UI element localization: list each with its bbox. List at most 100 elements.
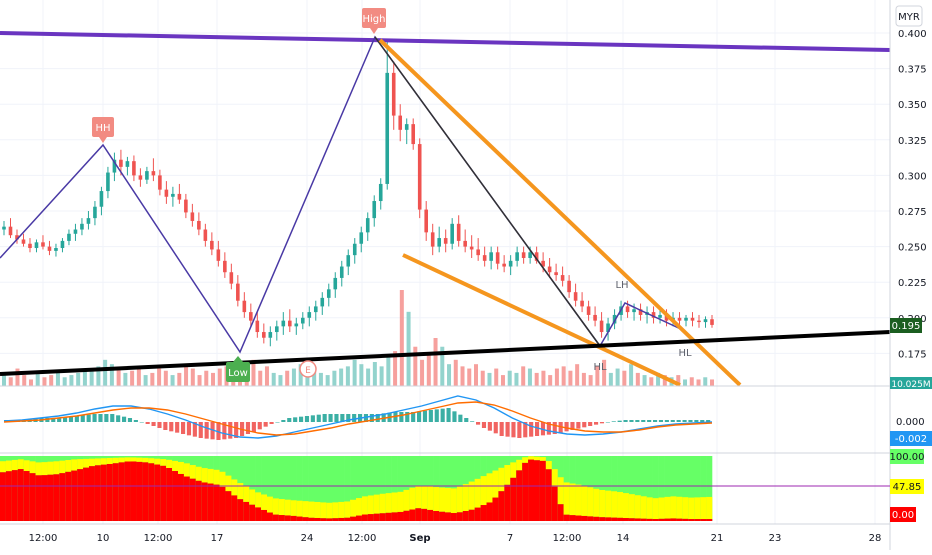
stoch-yellow-col (89, 458, 96, 467)
candle-body (606, 323, 610, 333)
stoch-red-col (528, 459, 535, 521)
stoch-red-col (706, 519, 713, 521)
stoch-yellow-col (617, 492, 624, 518)
candle-body (437, 238, 441, 247)
macd-hist-bar (181, 422, 186, 434)
macd-hist-bar (476, 422, 481, 425)
volume-bar (399, 290, 404, 386)
stoch-green-col (361, 456, 369, 521)
candle-body (560, 275, 565, 281)
price-tick: 0.375 (898, 65, 927, 76)
volume-bar (130, 370, 135, 386)
candle-body (541, 260, 545, 267)
candle-body (651, 312, 656, 318)
volume-bar (42, 377, 47, 386)
stoch-red-col (557, 504, 564, 521)
marker-e-label: E (305, 366, 311, 376)
candle-body (313, 306, 318, 313)
stoch-red-col (569, 515, 576, 521)
macd-hist-bar (670, 420, 675, 422)
volume-bar (689, 377, 694, 386)
stoch-red-col (47, 474, 54, 521)
volume-bar (318, 372, 323, 386)
marker-low[interactable]: Low (226, 356, 250, 382)
stoch-yellow-col (0, 461, 7, 473)
macd-axis[interactable]: 0.000 -0.002 (890, 417, 932, 446)
stoch-yellow-col (492, 470, 499, 498)
stoch-red-col (195, 480, 203, 521)
stoch-green-col (255, 456, 262, 521)
macd-hist-bar (74, 416, 79, 422)
wedge-lower-line[interactable] (402, 253, 681, 387)
stoch-yellow-col (100, 458, 108, 465)
stoch-yellow-col (77, 459, 84, 470)
candle-body (567, 280, 571, 293)
marker-high[interactable]: High (362, 8, 386, 34)
stoch-yellow-col (593, 488, 600, 517)
support-trendline[interactable] (0, 330, 891, 376)
volume-bar (393, 351, 398, 386)
stoch-red-col (231, 495, 238, 521)
candle-body (216, 249, 221, 261)
macd-hist-bar (139, 422, 144, 423)
candle-body (262, 332, 266, 338)
candle-body (534, 252, 539, 261)
marker-hh[interactable]: HH (92, 117, 114, 143)
macd-hist-bar (411, 412, 416, 422)
stoch-yellow-col (516, 459, 523, 471)
stoch-yellow-col (462, 484, 470, 512)
volume-bar (89, 370, 94, 386)
stoch-pane (0, 456, 713, 521)
candle-body (41, 242, 45, 247)
candle-body (210, 240, 214, 250)
volume-bar (379, 366, 384, 386)
stoch-yellow-col (415, 485, 422, 509)
wedge-upper-line[interactable] (378, 38, 742, 387)
stoch-red-col (112, 463, 119, 521)
volume-bar (595, 366, 600, 386)
candle-body (15, 235, 19, 240)
stoch-green-col (373, 456, 381, 521)
stoch-red-col (486, 502, 493, 521)
stoch-red-col (344, 517, 351, 521)
volume-bar (325, 375, 330, 386)
stoch-green-col (320, 456, 327, 521)
volume-bar (22, 375, 27, 386)
marker-e[interactable]: E (299, 360, 317, 378)
volume-bar (163, 370, 168, 386)
currency-label: MYR (898, 12, 920, 23)
stoch-axis[interactable]: 100.00 47.85 0.00 (890, 449, 925, 522)
stoch-yellow-col (172, 460, 179, 471)
volume-bar (575, 364, 580, 386)
stoch-yellow-col (652, 498, 659, 520)
volume-bar (2, 372, 6, 386)
stoch-red-col (593, 516, 600, 521)
candle-body (411, 124, 416, 145)
macd-hist-bar (570, 422, 575, 430)
macd-hist-bar (434, 409, 439, 422)
stoch-yellow-col (207, 468, 214, 484)
currency-button[interactable] (895, 5, 923, 27)
stoch-green-col (403, 456, 410, 521)
candle-body (307, 312, 312, 318)
resistance-line-purple[interactable] (0, 31, 891, 52)
time-label: 12:00 (553, 533, 582, 544)
candle-body (203, 229, 208, 241)
macd-hist-bar (658, 420, 664, 422)
stoch-green-col (284, 456, 292, 521)
stoch-yellow-col (409, 487, 416, 510)
stoch-red-col (261, 509, 268, 521)
stoch-yellow-col (65, 460, 72, 472)
volume-bar (116, 368, 121, 386)
stoch-yellow-col (314, 501, 321, 518)
time-label: 7 (507, 533, 513, 544)
drawings (0, 31, 891, 387)
stoch-yellow-col (249, 489, 256, 505)
stoch-red-col (688, 519, 695, 521)
stoch-red-col (201, 482, 208, 521)
time-axis[interactable]: 12:00 10 12:00 17 24 12:00 Sep 7 12:00 14 21 23 28 (29, 533, 882, 544)
stoch-yellow-col (539, 457, 547, 461)
stoch-green-col (605, 456, 612, 521)
